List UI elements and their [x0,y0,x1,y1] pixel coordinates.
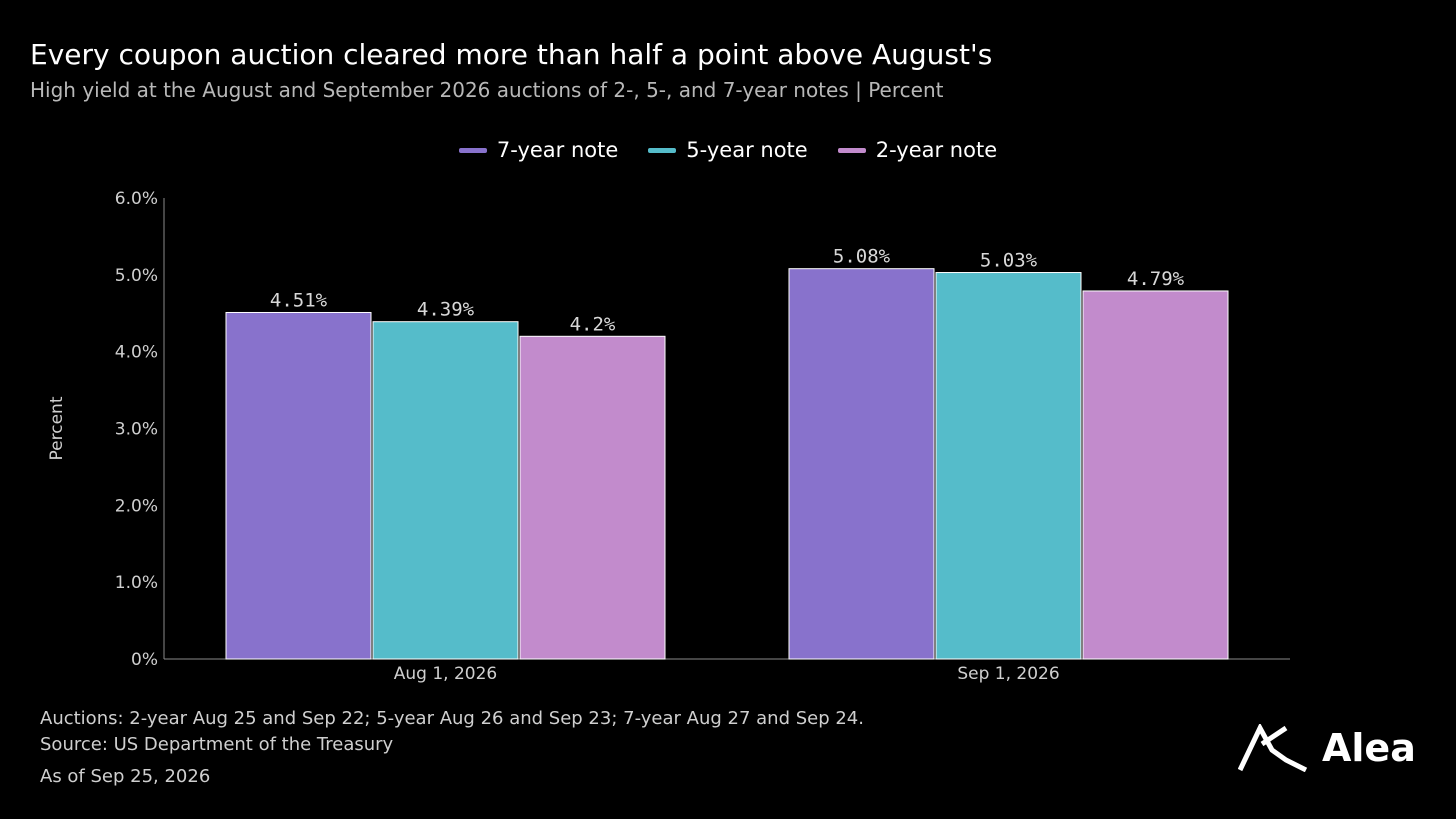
y-tick-label: 5.0% [115,266,158,286]
legend-label: 7-year note [496,138,619,162]
bar [225,311,372,660]
data-label: 5.03% [980,250,1038,272]
x-tick-label: Sep 1, 2026 [957,664,1059,684]
footnote-as-of: As of Sep 25, 2026 [40,766,211,787]
data-label: 4.2% [570,313,616,335]
brand-name: Alea [1322,726,1416,770]
legend-label: 2-year note [875,138,998,162]
y-axis-label: Percent [47,396,67,460]
data-label: 4.51% [270,289,328,311]
chart-subtitle: High yield at the August and September 2… [30,78,944,102]
data-label: 5.08% [833,246,891,268]
footnote-source: Source: US Department of the Treasury [40,734,394,755]
footnote-auctions: Auctions: 2-year Aug 25 and Sep 22; 5-ye… [40,708,864,729]
y-tick-label: 1.0% [115,573,158,593]
alea-logo-icon [1238,724,1308,772]
legend-label: 5-year note [686,138,808,162]
bar [372,321,519,660]
y-tick-label: 0% [131,650,158,670]
bar [519,335,666,660]
data-label: 4.39% [417,299,475,321]
data-label: 4.79% [1127,268,1185,290]
legend-item-1: 7-year note [458,138,619,162]
y-tick-label: 3.0% [115,420,158,440]
legend-item-2: 5-year note [648,138,808,162]
legend: 7-year note 5-year note 2-year note [0,138,1456,162]
brand: Alea [1238,724,1416,772]
legend-swatch [837,147,866,153]
legend-swatch [648,147,677,153]
legend-item-3: 2-year note [837,138,998,162]
legend-swatch [458,147,487,153]
bar [935,272,1082,660]
x-tick-label: Aug 1, 2026 [394,664,498,684]
chart-title: Every coupon auction cleared more than h… [30,38,993,71]
y-tick-label: 6.0% [115,189,158,209]
y-tick-label: 4.0% [115,343,158,363]
y-tick-label: 2.0% [115,496,158,516]
bar [1082,290,1229,660]
bar [788,268,935,660]
